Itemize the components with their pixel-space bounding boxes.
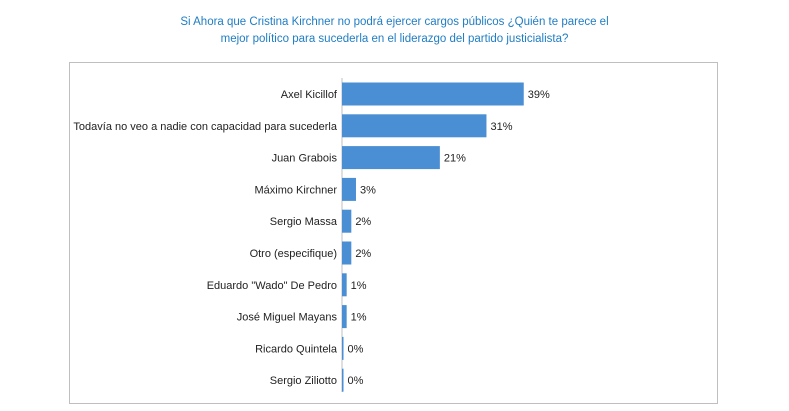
- category-label: Ricardo Quintela: [255, 343, 338, 355]
- data-label: 1%: [351, 280, 367, 292]
- category-label: Juan Grabois: [272, 153, 338, 165]
- category-label: Máximo Kirchner: [254, 184, 337, 196]
- bar: [342, 82, 524, 106]
- category-label: Sergio Ziliotto: [270, 375, 337, 387]
- category-label: Eduardo "Wado" De Pedro: [207, 280, 337, 292]
- data-label: 0%: [348, 375, 364, 387]
- category-label: Axel Kicillof: [281, 89, 338, 101]
- data-label: 3%: [360, 184, 376, 196]
- category-label: Sergio Massa: [270, 216, 338, 228]
- bar: [342, 336, 344, 360]
- bar: [342, 368, 344, 392]
- category-label: Todavía no veo a nadie con capacidad par…: [73, 121, 337, 133]
- category-label: Otro (especifique): [250, 248, 337, 260]
- chart-title-line-2: mejor político para sucederla en el lide…: [220, 33, 569, 45]
- data-label: 2%: [355, 248, 371, 260]
- category-label: José Miguel Mayans: [237, 312, 338, 324]
- data-label: 31%: [490, 121, 512, 133]
- chart-frame: [69, 62, 718, 404]
- data-label: 2%: [355, 216, 371, 228]
- data-label: 21%: [444, 153, 466, 165]
- data-label: 0%: [348, 343, 364, 355]
- bar: [342, 241, 352, 265]
- data-label: 39%: [528, 89, 550, 101]
- bar: [342, 209, 352, 233]
- chart-title-line-1: Si Ahora que Cristina Kirchner no podrá …: [180, 16, 609, 28]
- bar: [342, 273, 347, 297]
- bar: [342, 146, 440, 170]
- bar: [342, 114, 487, 138]
- bar: [342, 177, 356, 201]
- bar: [342, 305, 347, 329]
- data-label: 1%: [351, 312, 367, 324]
- chart-title: Si Ahora que Cristina Kirchner no podrá …: [150, 14, 639, 48]
